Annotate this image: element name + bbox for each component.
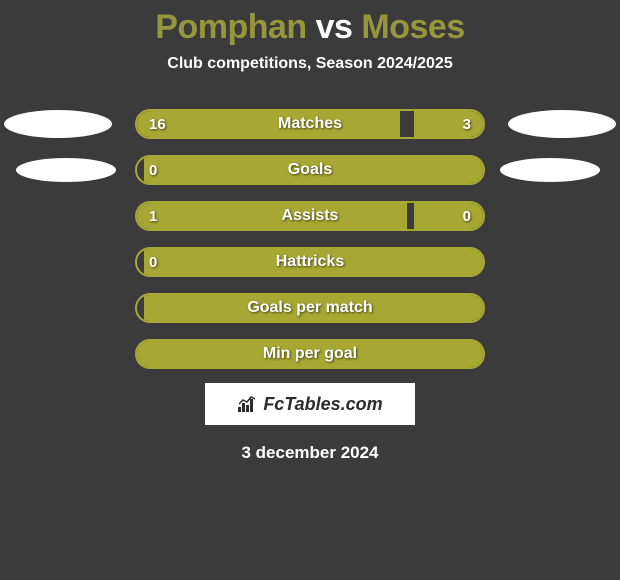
bar-label: Goals per match [137,299,483,317]
main-container: Pomphan vs Moses Club competitions, Seas… [0,0,620,463]
stat-bar-matches: 16 Matches 3 [135,109,485,139]
stat-row-min-per-goal: Min per goal [0,331,620,377]
bar-label: Goals [137,161,483,179]
stat-row-hattricks: 0 Hattricks [0,239,620,285]
stat-bar-hattricks: 0 Hattricks [135,247,485,277]
logo-text: FcTables.com [263,394,382,415]
comparison-area: 16 Matches 3 0 Goals 1 Assists 0 [0,101,620,377]
player1-name: Pomphan [155,8,306,46]
chart-icon [237,395,259,413]
bar-value-right: 0 [463,208,471,225]
page-title: Pomphan vs Moses [0,8,620,47]
stat-bar-goals: 0 Goals [135,155,485,185]
player2-name: Moses [361,8,464,46]
stat-row-goals: 0 Goals [0,147,620,193]
bar-label: Assists [137,207,483,225]
bar-label: Hattricks [137,253,483,271]
vs-text: vs [316,8,353,46]
player2-marker [508,110,616,138]
player1-marker [16,158,116,182]
stat-bar-goals-per-match: Goals per match [135,293,485,323]
date-text: 3 december 2024 [0,443,620,463]
stat-row-goals-per-match: Goals per match [0,285,620,331]
bar-label: Min per goal [137,345,483,363]
player1-marker [4,110,112,138]
stat-row-matches: 16 Matches 3 [0,101,620,147]
stat-bar-min-per-goal: Min per goal [135,339,485,369]
stat-bar-assists: 1 Assists 0 [135,201,485,231]
player2-marker [500,158,600,182]
logo-box: FcTables.com [205,383,415,425]
bar-label: Matches [137,115,483,133]
stat-row-assists: 1 Assists 0 [0,193,620,239]
subtitle: Club competitions, Season 2024/2025 [0,55,620,73]
bar-value-right: 3 [463,116,471,133]
